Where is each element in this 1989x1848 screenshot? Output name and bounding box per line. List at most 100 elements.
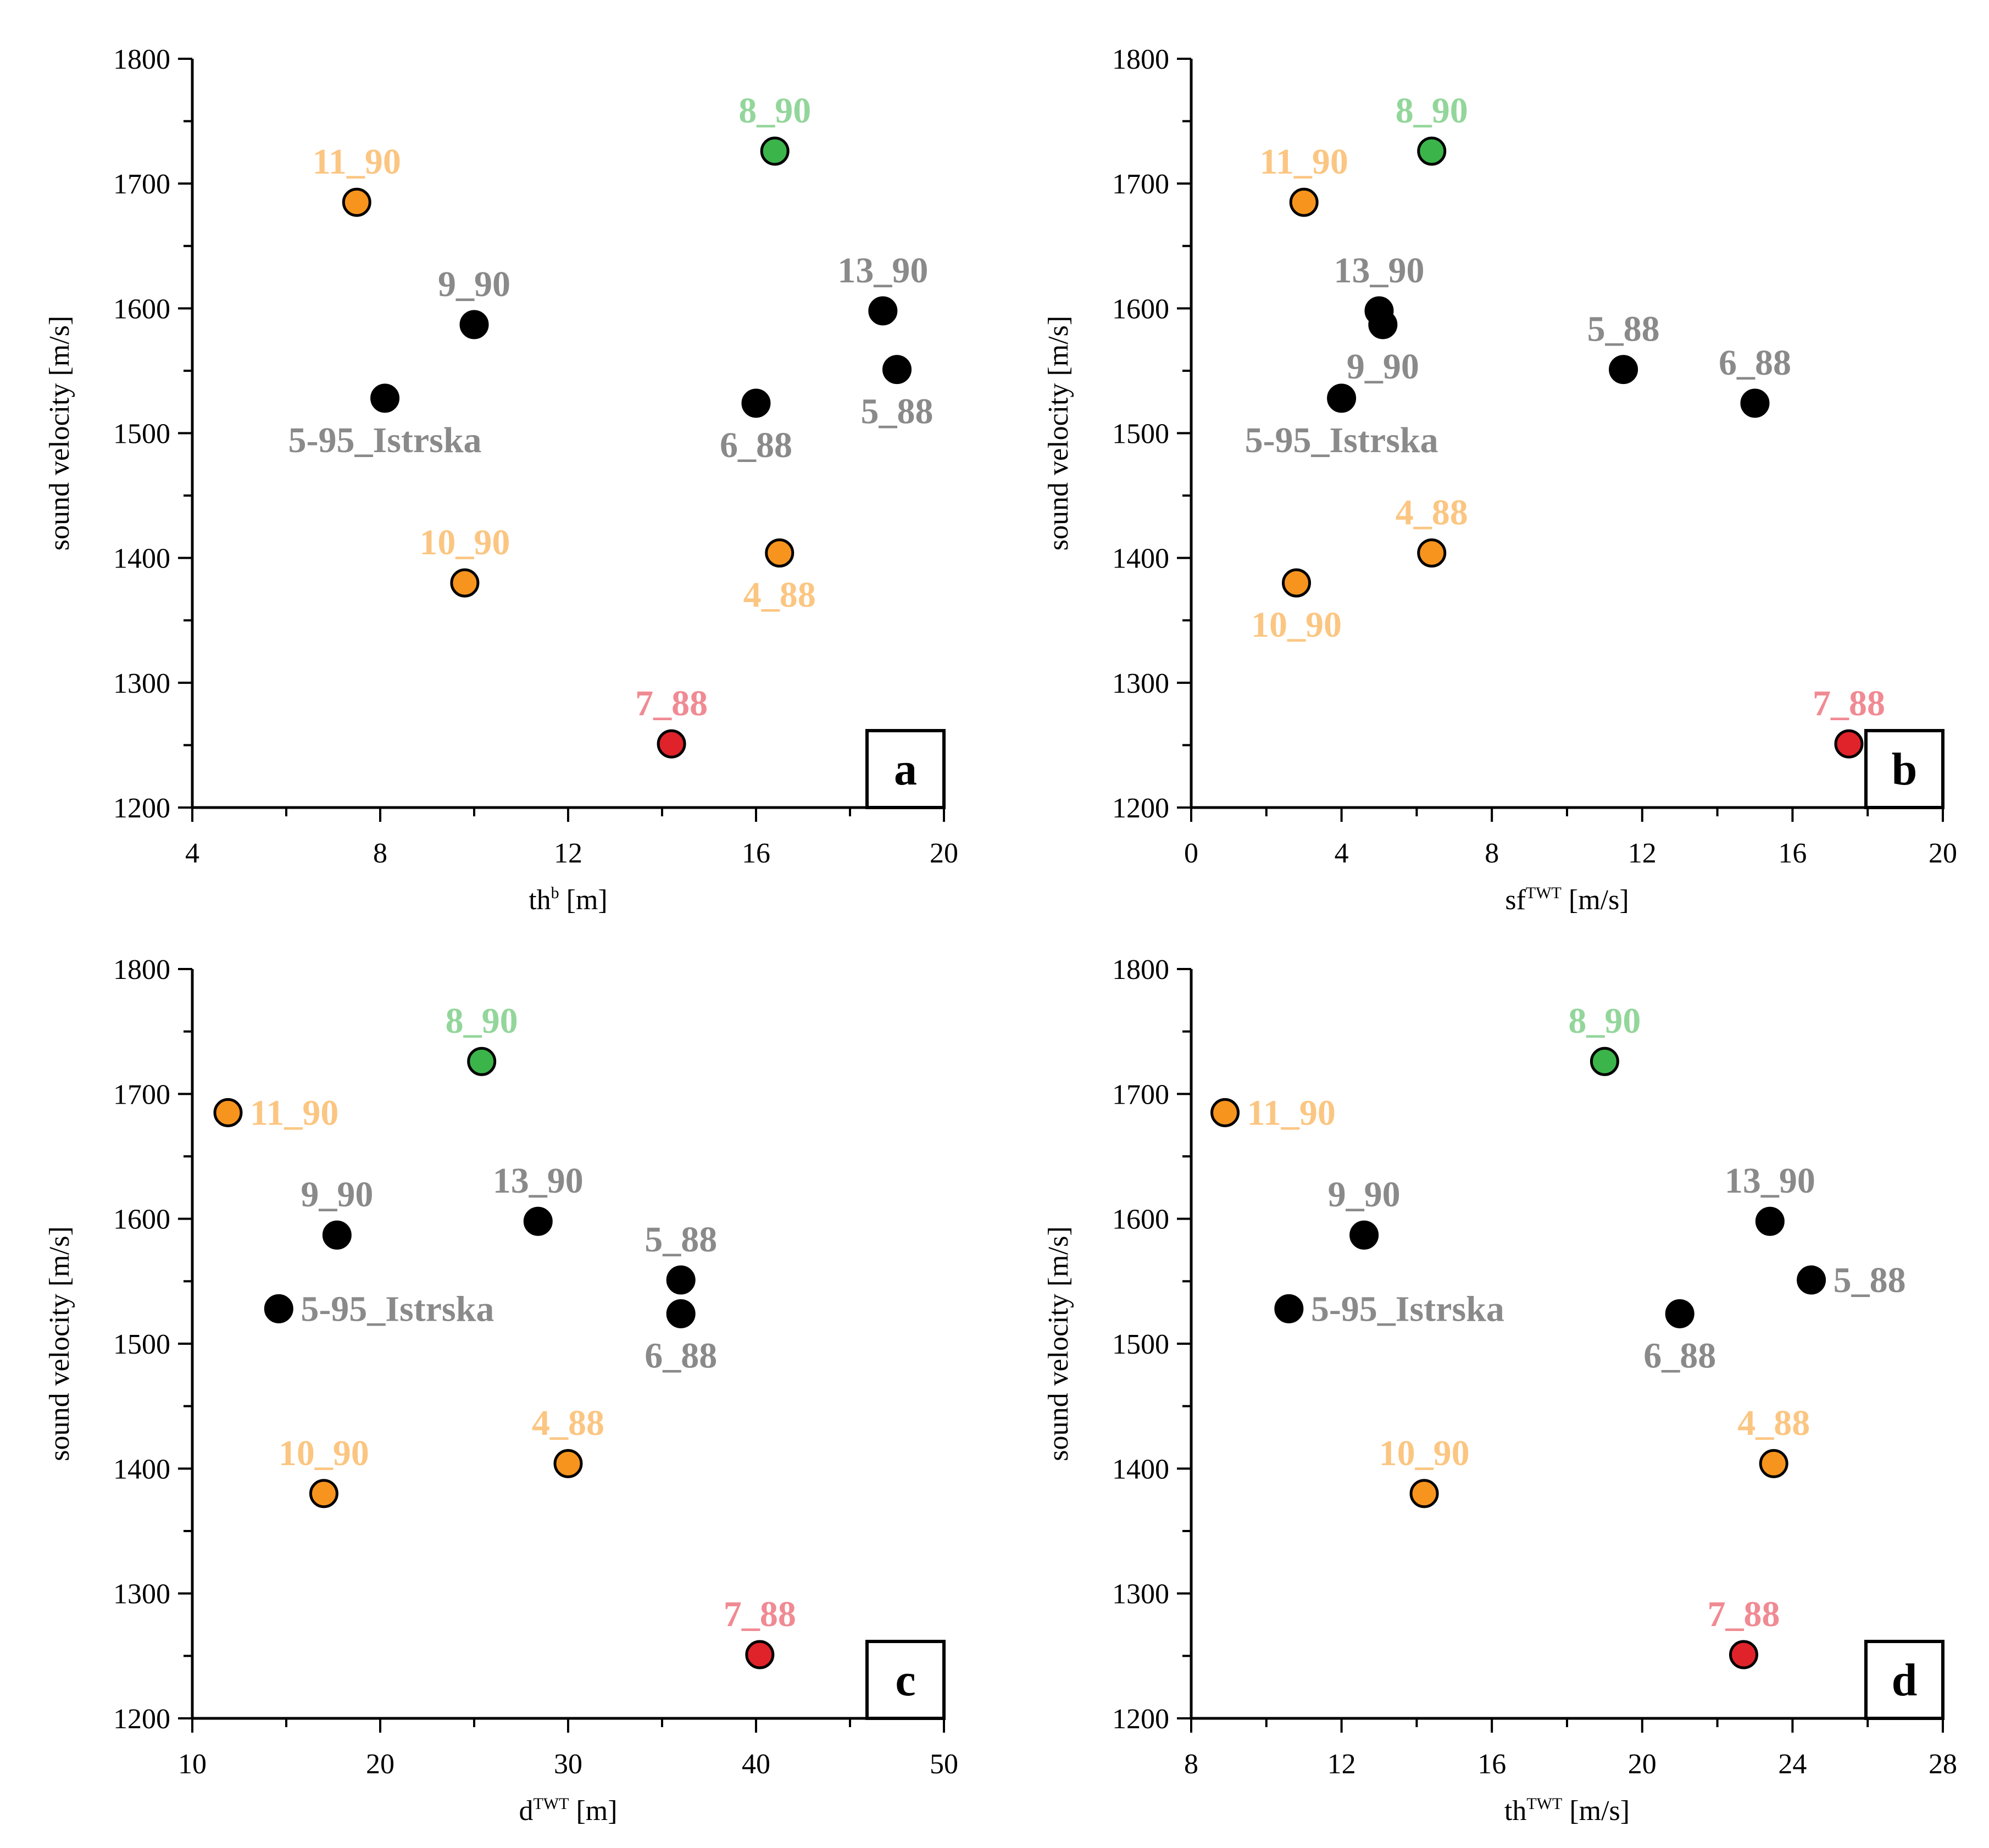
y-tick-label: 1300 bbox=[1112, 1579, 1169, 1610]
data-label: 10_90 bbox=[419, 522, 510, 563]
data-label: 6_88 bbox=[1643, 1335, 1716, 1376]
data-label: 13_90 bbox=[493, 1161, 584, 1201]
data-label: 6_88 bbox=[1719, 343, 1791, 383]
y-tick-label: 1300 bbox=[113, 668, 170, 699]
data-label: 11_90 bbox=[1247, 1093, 1336, 1133]
data-label: 11_90 bbox=[1260, 142, 1348, 182]
y-axis-title: sound velocity [m/s] bbox=[44, 1226, 75, 1461]
data-point bbox=[1417, 136, 1447, 166]
data-point bbox=[666, 1265, 696, 1295]
data-label: 9_90 bbox=[1328, 1175, 1401, 1215]
y-tick-label: 1600 bbox=[113, 1204, 170, 1235]
data-label: 5_88 bbox=[861, 392, 934, 432]
y-tick-label: 1700 bbox=[113, 1079, 170, 1110]
x-tick-label: 16 bbox=[1778, 838, 1807, 869]
data-point bbox=[370, 383, 400, 413]
data-label: 8_90 bbox=[738, 91, 811, 131]
panel-a: 1200 1300 1400 1500 1600 1700 1800 4 8 12 16 20 thb … bbox=[44, 44, 958, 916]
y-tick-label: 1400 bbox=[1112, 543, 1169, 575]
data-label: 7_88 bbox=[1813, 683, 1885, 723]
data-point bbox=[1797, 1265, 1826, 1295]
x-tick-label: 12 bbox=[1628, 838, 1657, 869]
x-tick-label: 12 bbox=[1327, 1749, 1356, 1780]
data-point bbox=[765, 538, 795, 568]
panel-badge-box bbox=[1864, 1640, 1944, 1720]
data-point bbox=[1759, 1449, 1788, 1478]
x-tick-label: 20 bbox=[366, 1749, 395, 1780]
data-label: 7_88 bbox=[1707, 1594, 1780, 1634]
y-tick-label: 1400 bbox=[113, 1454, 170, 1485]
panel-badge-label: b bbox=[1892, 744, 1918, 795]
data-label: 11_90 bbox=[313, 142, 401, 182]
data-label: 8_90 bbox=[446, 1001, 518, 1041]
data-label: 11_90 bbox=[250, 1093, 338, 1133]
y-tick-label: 1700 bbox=[1112, 169, 1169, 200]
y-tick-label: 1500 bbox=[113, 1329, 170, 1360]
x-tick-label: 40 bbox=[742, 1749, 770, 1780]
data-label: 4_88 bbox=[1737, 1403, 1810, 1443]
data-label: 5-95_Istrska bbox=[1311, 1289, 1504, 1329]
data-point bbox=[741, 388, 771, 418]
y-tick-label: 1500 bbox=[113, 419, 170, 450]
data-label: 6_88 bbox=[720, 425, 792, 465]
y-axis-title: sound velocity [m/s] bbox=[1043, 1226, 1074, 1461]
panel-badge-label: d bbox=[1892, 1655, 1918, 1706]
panel-badge-label: a bbox=[894, 744, 917, 795]
x-tick-label: 0 bbox=[1184, 838, 1198, 869]
data-point bbox=[342, 187, 371, 217]
y-tick-label: 1300 bbox=[113, 1579, 170, 1610]
x-tick-label: 20 bbox=[930, 838, 958, 869]
data-label: 10_90 bbox=[1379, 1433, 1470, 1473]
data-label: 13_90 bbox=[1725, 1161, 1815, 1201]
panel-badge-box bbox=[865, 1640, 946, 1720]
y-tick-label: 1600 bbox=[1112, 293, 1169, 325]
x-tick-label: 4 bbox=[1335, 838, 1349, 869]
y-tick-label: 1800 bbox=[113, 44, 170, 75]
panel-c: 1200 1300 1400 1500 1600 1700 1800 10 20 30 40 50 dT… bbox=[44, 954, 958, 1827]
data-label: 8_90 bbox=[1396, 91, 1468, 131]
x-tick-label: 16 bbox=[1477, 1749, 1506, 1780]
data-point bbox=[745, 1640, 775, 1669]
data-label: 5-95_Istrska bbox=[288, 420, 482, 460]
y-tick-label: 1300 bbox=[1112, 668, 1169, 699]
x-tick-label: 20 bbox=[1929, 838, 1957, 869]
data-point bbox=[309, 1479, 338, 1509]
data-point bbox=[760, 136, 790, 166]
data-label: 8_90 bbox=[1568, 1001, 1641, 1041]
y-tick-label: 1800 bbox=[1112, 44, 1169, 75]
data-point bbox=[467, 1047, 497, 1076]
y-tick-label: 1500 bbox=[1112, 1329, 1169, 1360]
y-tick-label: 1800 bbox=[1112, 954, 1169, 986]
data-point bbox=[657, 729, 686, 759]
data-label: 6_88 bbox=[645, 1335, 717, 1376]
data-point bbox=[1590, 1047, 1619, 1076]
y-tick-label: 1800 bbox=[113, 954, 170, 986]
y-tick-label: 1400 bbox=[113, 543, 170, 575]
panel-badge-box bbox=[1864, 729, 1944, 809]
data-label: 10_90 bbox=[279, 1433, 369, 1473]
x-tick-label: 24 bbox=[1778, 1749, 1807, 1780]
data-label: 5_88 bbox=[1587, 309, 1660, 349]
data-point bbox=[1210, 1098, 1240, 1127]
data-label: 7_88 bbox=[635, 683, 708, 723]
x-tick-label: 4 bbox=[185, 838, 199, 869]
data-label: 9_90 bbox=[438, 264, 510, 304]
data-point bbox=[1417, 538, 1447, 568]
y-tick-label: 1200 bbox=[113, 793, 170, 824]
data-point bbox=[322, 1220, 352, 1250]
data-point bbox=[1729, 1640, 1758, 1669]
data-point bbox=[523, 1206, 553, 1236]
data-point bbox=[868, 296, 898, 326]
x-tick-label: 16 bbox=[742, 838, 770, 869]
data-label: 5_88 bbox=[645, 1220, 717, 1260]
data-point bbox=[1327, 383, 1357, 413]
data-label: 5-95_Istrska bbox=[301, 1289, 494, 1329]
x-tick-label: 8 bbox=[1184, 1749, 1198, 1780]
y-tick-label: 1400 bbox=[1112, 1454, 1169, 1485]
y-axis-title: sound velocity [m/s] bbox=[1043, 316, 1074, 551]
panel-b: 1200 1300 1400 1500 1600 1700 1800 0 4 8 12 16 20 sfT… bbox=[1043, 44, 1957, 916]
x-tick-label: 28 bbox=[1929, 1749, 1957, 1780]
data-label: 9_90 bbox=[1347, 347, 1419, 387]
data-label: 5_88 bbox=[1834, 1260, 1906, 1300]
